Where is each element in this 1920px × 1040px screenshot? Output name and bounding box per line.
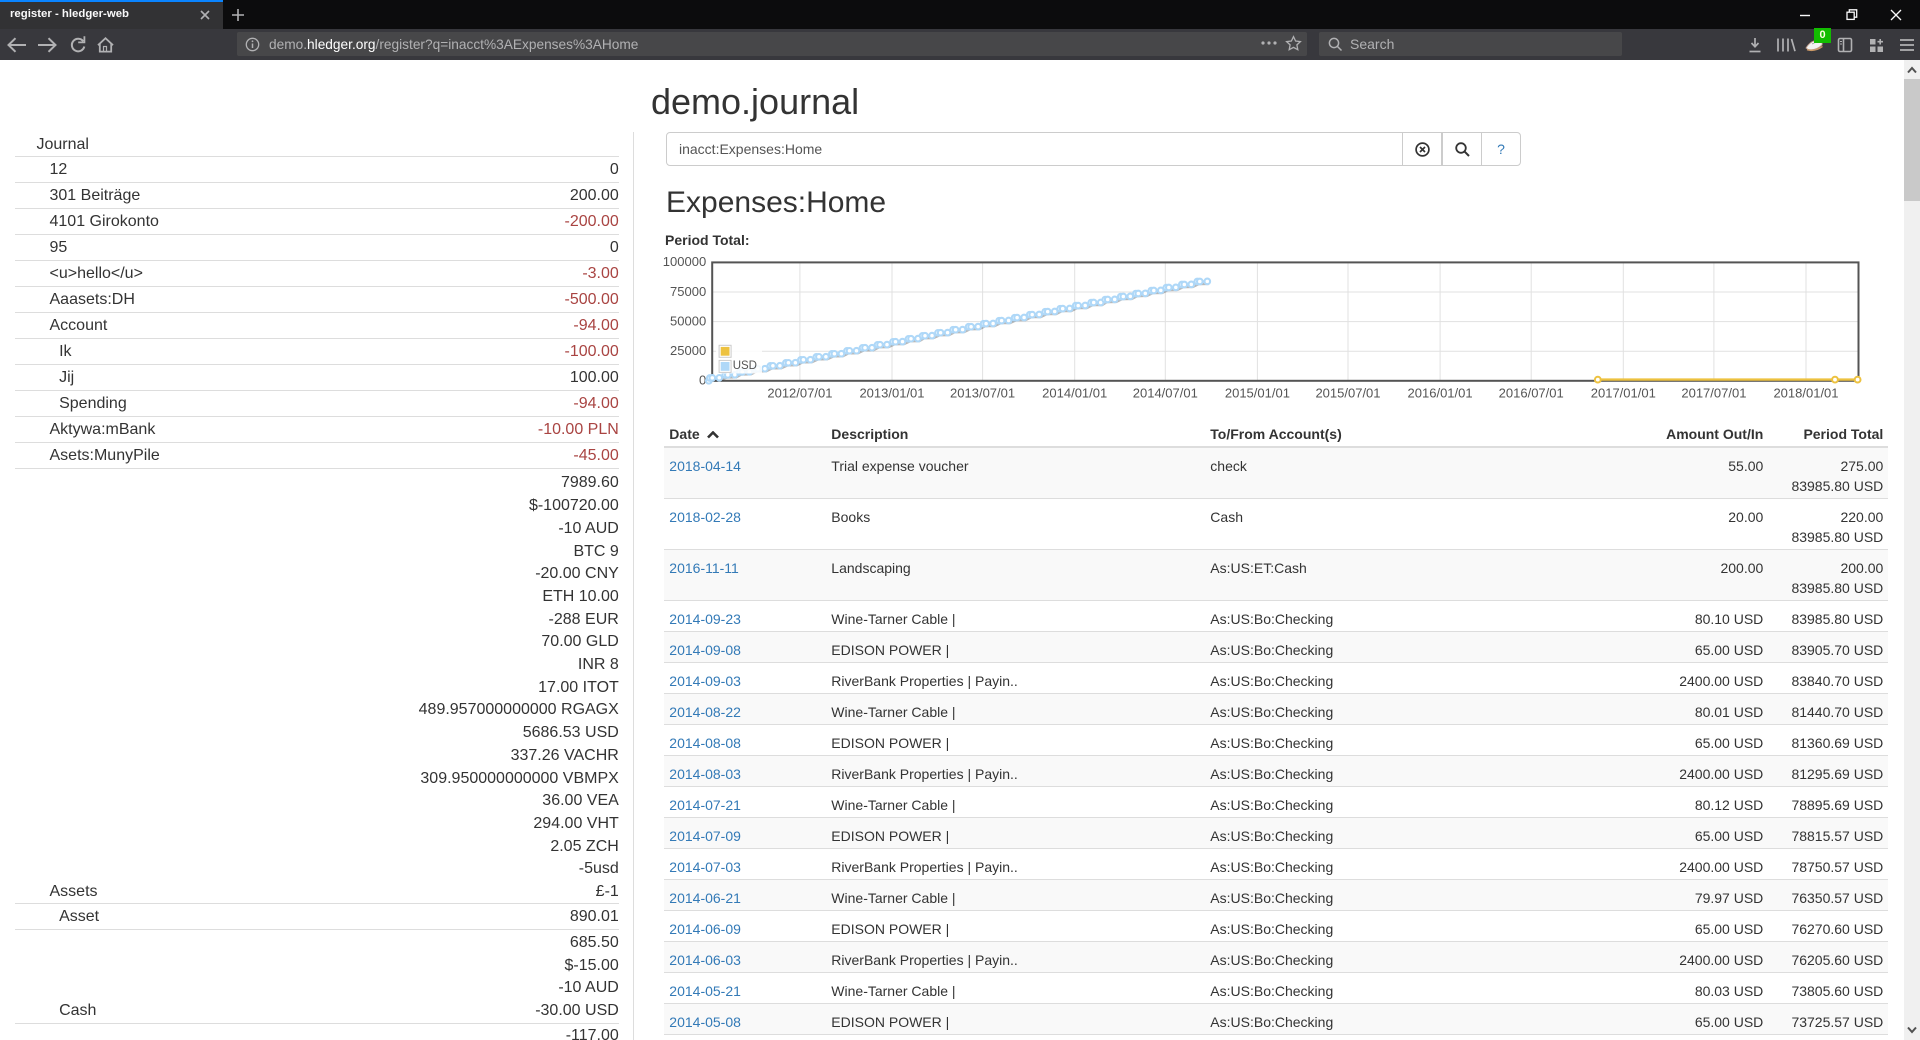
- svg-text:2012/07/01: 2012/07/01: [767, 386, 832, 401]
- svg-text:USD: USD: [733, 360, 757, 372]
- svg-text:2014/01/01: 2014/01/01: [1042, 386, 1107, 401]
- svg-text:2015/07/01: 2015/07/01: [1315, 386, 1380, 401]
- svg-text:2016/07/01: 2016/07/01: [1499, 386, 1564, 401]
- svg-text:2016/01/01: 2016/01/01: [1408, 386, 1473, 401]
- svg-text:25000: 25000: [670, 343, 706, 358]
- svg-text:2013/07/01: 2013/07/01: [950, 386, 1015, 401]
- svg-text:100000: 100000: [663, 254, 706, 269]
- svg-text:2013/01/01: 2013/01/01: [859, 386, 924, 401]
- svg-text:2017/01/01: 2017/01/01: [1591, 386, 1656, 401]
- svg-text:75000: 75000: [670, 284, 706, 299]
- svg-text:2018/01/01: 2018/01/01: [1773, 386, 1838, 401]
- svg-text:50000: 50000: [670, 313, 706, 328]
- svg-text:2014/07/01: 2014/07/01: [1133, 386, 1198, 401]
- svg-text:2017/07/01: 2017/07/01: [1681, 386, 1746, 401]
- svg-text:0: 0: [699, 373, 706, 388]
- svg-text:2015/01/01: 2015/01/01: [1225, 386, 1290, 401]
